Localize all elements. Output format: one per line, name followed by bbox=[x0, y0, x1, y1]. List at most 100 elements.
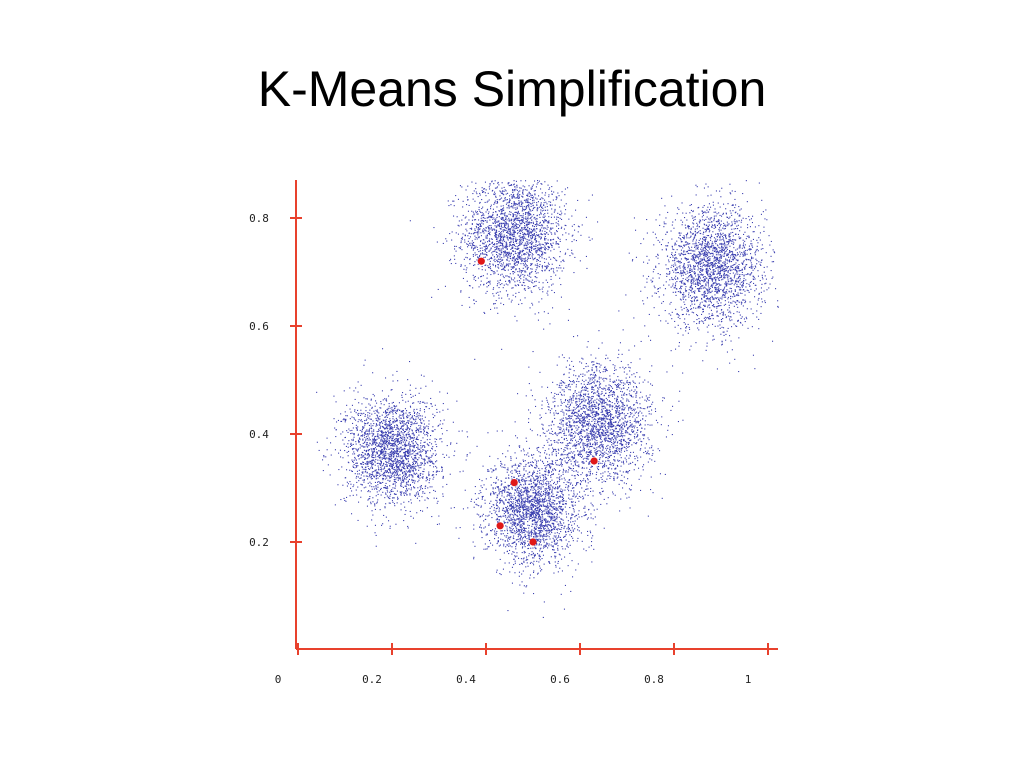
scatter-point bbox=[455, 195, 457, 197]
scatter-point bbox=[385, 452, 387, 454]
scatter-point bbox=[680, 299, 682, 301]
scatter-point bbox=[520, 233, 522, 235]
scatter-point bbox=[697, 244, 699, 246]
scatter-point bbox=[493, 303, 495, 305]
scatter-point bbox=[706, 265, 708, 267]
scatter-point bbox=[486, 253, 488, 255]
scatter-point bbox=[640, 243, 642, 245]
scatter-point bbox=[707, 297, 709, 299]
scatter-point bbox=[706, 292, 708, 294]
scatter-point bbox=[680, 306, 682, 308]
scatter-point bbox=[541, 267, 543, 269]
scatter-point bbox=[674, 287, 676, 289]
scatter-point bbox=[516, 186, 518, 188]
scatter-point bbox=[524, 213, 526, 215]
scatter-point bbox=[384, 431, 386, 433]
scatter-point bbox=[714, 259, 716, 261]
scatter-point bbox=[531, 302, 533, 304]
scatter-point bbox=[325, 456, 327, 458]
scatter-point bbox=[496, 216, 498, 218]
scatter-point bbox=[699, 219, 701, 221]
scatter-point bbox=[728, 240, 730, 242]
scatter-point bbox=[527, 201, 529, 203]
scatter-point bbox=[537, 234, 539, 236]
scatter-point bbox=[699, 268, 701, 270]
scatter-point bbox=[730, 255, 732, 257]
scatter-point bbox=[543, 209, 545, 211]
scatter-point bbox=[509, 273, 511, 275]
scatter-point bbox=[530, 203, 532, 205]
scatter-point bbox=[707, 271, 709, 273]
scatter-point bbox=[500, 235, 502, 237]
scatter-point bbox=[506, 227, 508, 229]
scatter-point bbox=[406, 487, 408, 489]
scatter-point bbox=[705, 284, 707, 286]
scatter-point bbox=[706, 289, 708, 291]
scatter-point bbox=[548, 286, 550, 288]
scatter-point bbox=[547, 262, 549, 264]
scatter-point bbox=[483, 311, 485, 313]
scatter-point bbox=[707, 285, 709, 287]
scatter-point bbox=[490, 248, 492, 250]
scatter-point bbox=[529, 202, 531, 204]
scatter-point bbox=[731, 282, 733, 284]
scatter-point bbox=[481, 247, 483, 249]
scatter-point bbox=[551, 204, 553, 206]
scatter-point bbox=[694, 268, 696, 270]
scatter-point bbox=[408, 415, 410, 417]
scatter-point bbox=[460, 224, 462, 226]
scatter-point bbox=[688, 237, 690, 239]
scatter-point bbox=[697, 248, 699, 250]
scatter-point bbox=[478, 209, 480, 211]
scatter-point bbox=[550, 228, 552, 230]
scatter-point bbox=[402, 433, 404, 435]
scatter-point bbox=[666, 255, 668, 257]
scatter-point bbox=[711, 305, 713, 307]
scatter-point bbox=[517, 261, 519, 263]
scatter-point bbox=[675, 269, 677, 271]
scatter-point bbox=[657, 254, 659, 256]
scatter-point bbox=[493, 193, 495, 195]
scatter-point bbox=[411, 478, 413, 480]
scatter-point bbox=[705, 283, 707, 285]
scatter-point bbox=[387, 496, 389, 498]
scatter-point bbox=[412, 467, 414, 469]
scatter-point bbox=[714, 250, 716, 252]
scatter-point bbox=[712, 263, 714, 265]
scatter-point bbox=[504, 251, 506, 253]
scatter-point bbox=[516, 280, 518, 282]
scatter-point bbox=[511, 234, 513, 236]
scatter-point bbox=[526, 189, 528, 191]
scatter-point bbox=[702, 287, 704, 289]
scatter-point bbox=[543, 214, 545, 216]
scatter-point bbox=[406, 425, 408, 427]
scatter-point bbox=[718, 251, 720, 253]
scatter-point bbox=[721, 309, 723, 311]
scatter-point bbox=[707, 206, 709, 208]
scatter-point bbox=[513, 233, 515, 235]
scatter-point bbox=[714, 248, 716, 250]
scatter-point bbox=[384, 435, 386, 437]
scatter-point bbox=[378, 428, 380, 430]
scatter-point bbox=[700, 307, 702, 309]
scatter-point bbox=[349, 408, 351, 410]
scatter-point bbox=[735, 228, 737, 230]
scatter-point bbox=[706, 269, 708, 271]
scatter-point bbox=[537, 247, 539, 249]
scatter-point bbox=[752, 354, 754, 356]
scatter-point bbox=[726, 274, 728, 276]
scatter-point bbox=[431, 486, 433, 488]
scatter-point bbox=[772, 249, 774, 251]
scatter-point bbox=[725, 247, 727, 249]
scatter-point bbox=[385, 465, 387, 467]
scatter-point bbox=[406, 462, 408, 464]
scatter-point bbox=[405, 474, 407, 476]
scatter-point bbox=[494, 202, 496, 204]
scatter-point bbox=[417, 448, 419, 450]
scatter-point bbox=[534, 281, 536, 283]
scatter-point bbox=[432, 474, 434, 476]
scatter-point bbox=[555, 243, 557, 245]
scatter-point bbox=[527, 243, 529, 245]
scatter-point bbox=[701, 285, 703, 287]
scatter-point bbox=[470, 244, 472, 246]
